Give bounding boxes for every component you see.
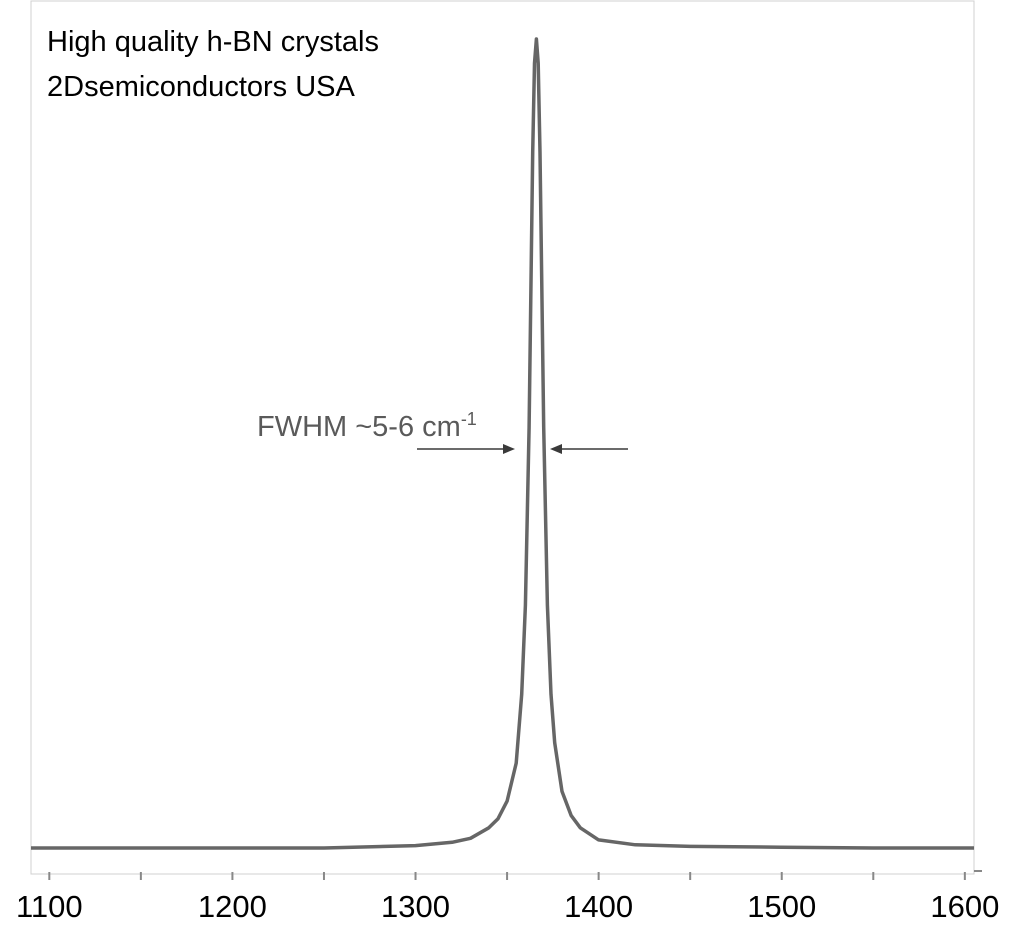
fwhm-arrow-right	[550, 444, 628, 454]
annotation-title-line1: High quality h-BN crystals	[47, 26, 379, 58]
fwhm-arrow-left	[417, 444, 515, 454]
fwhm-label: FWHM ~5-6 cm-1	[257, 409, 477, 443]
x-tick-label: 1600	[930, 889, 999, 924]
annotation-title-line2: 2Dsemiconductors USA	[47, 71, 355, 103]
x-tick-label: 1300	[381, 889, 450, 924]
x-tick-label: 1500	[747, 889, 816, 924]
x-tick-label: 1200	[198, 889, 267, 924]
raman-spectrum-line	[31, 37, 974, 850]
fwhm-superscript: -1	[461, 409, 477, 429]
x-tick-label: 1100	[16, 889, 83, 924]
x-tick-label: 1400	[564, 889, 633, 924]
x-axis: 1100 1200 1300 1400 1500 1600	[16, 870, 999, 924]
fwhm-text: FWHM ~5-6 cm	[257, 411, 461, 443]
plot-frame	[30, 0, 975, 875]
